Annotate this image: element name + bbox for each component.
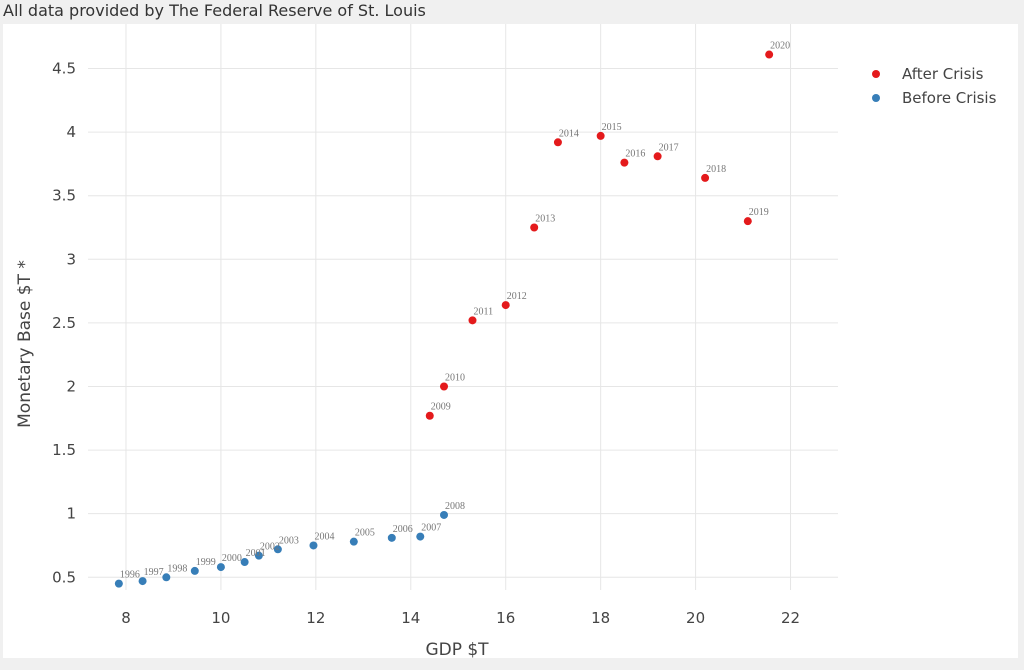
data-point xyxy=(620,158,629,167)
point-label: 2013 xyxy=(535,214,555,225)
y-tick-label: 1.5 xyxy=(52,441,76,459)
data-point xyxy=(309,541,318,550)
source-note: All data provided by The Federal Reserve… xyxy=(3,1,426,20)
point-label: 2006 xyxy=(393,524,413,535)
data-point xyxy=(273,545,282,554)
x-tick-label: 10 xyxy=(211,609,230,627)
x-tick-label: 8 xyxy=(121,609,131,627)
data-point xyxy=(216,563,225,572)
data-point xyxy=(440,382,449,391)
point-label: 2004 xyxy=(314,531,334,542)
x-tick-label: 16 xyxy=(496,609,515,627)
data-point xyxy=(114,579,123,588)
data-point xyxy=(440,510,449,519)
point-label: 2010 xyxy=(445,372,465,383)
data-point xyxy=(416,532,425,541)
x-axis-title: GDP $T xyxy=(425,640,489,658)
y-tick-label: 2 xyxy=(66,377,76,395)
point-labels: 2009 2010 2011 2012 2013 2014 2015 2016 2017 2018… xyxy=(120,41,790,581)
data-point xyxy=(190,566,199,575)
x-tick-label: 20 xyxy=(686,609,705,627)
data-point xyxy=(530,223,539,232)
point-label: 2015 xyxy=(602,122,622,133)
x-tick-label: 12 xyxy=(306,609,325,627)
point-label: 2005 xyxy=(355,528,375,539)
x-tick-labels: 8 10 12 14 16 18 20 22 xyxy=(121,609,800,627)
point-label: 2001 xyxy=(246,548,266,559)
data-point xyxy=(701,173,710,182)
legend-marker xyxy=(872,70,880,78)
y-tick-label: 3 xyxy=(66,250,76,268)
point-label: 2018 xyxy=(706,164,726,175)
grid-lines xyxy=(88,24,838,590)
chart-panel: 8 10 12 14 16 18 20 22 0.5 1 1.5 2 2.5 3 3.5 4 4.5 2009… xyxy=(3,24,1018,658)
data-point xyxy=(254,551,263,560)
legend-marker xyxy=(872,94,880,102)
point-label: 2016 xyxy=(625,149,645,160)
x-tick-label: 18 xyxy=(591,609,610,627)
y-tick-label: 2.5 xyxy=(52,314,76,332)
y-tick-label: 4 xyxy=(66,123,76,141)
point-label: 1997 xyxy=(144,567,164,578)
data-point xyxy=(501,301,510,310)
legend-label: Before Crisis xyxy=(902,89,997,107)
point-label: 2000 xyxy=(222,553,242,564)
y-tick-label: 0.5 xyxy=(52,568,76,586)
source-header: All data provided by The Federal Reserve… xyxy=(0,0,1024,24)
data-point xyxy=(425,411,434,420)
data-point xyxy=(743,217,752,226)
y-tick-label: 3.5 xyxy=(52,187,76,205)
point-label: 2014 xyxy=(559,128,579,139)
x-tick-label: 14 xyxy=(401,609,420,627)
x-tick-label: 22 xyxy=(781,609,800,627)
legend-label: After Crisis xyxy=(902,65,984,83)
point-label: 2017 xyxy=(659,142,679,153)
data-point xyxy=(162,573,171,582)
y-axis-title: Monetary Base $T * xyxy=(15,260,35,428)
point-label: 2007 xyxy=(421,523,441,534)
data-point xyxy=(553,138,562,147)
scatter-chart: 8 10 12 14 16 18 20 22 0.5 1 1.5 2 2.5 3 3.5 4 4.5 2009… xyxy=(15,24,997,658)
point-label: 1999 xyxy=(196,557,216,568)
point-label: 1998 xyxy=(167,563,187,574)
point-label: 2002 xyxy=(260,542,280,553)
data-point xyxy=(765,50,774,59)
point-label: 2012 xyxy=(507,291,527,302)
data-point xyxy=(387,533,396,542)
y-tick-label: 1 xyxy=(66,505,76,523)
data-point xyxy=(138,577,147,586)
data-points xyxy=(114,50,774,588)
y-tick-label: 4.5 xyxy=(52,60,76,78)
point-label: 2011 xyxy=(473,306,493,317)
point-label: 2008 xyxy=(445,501,465,512)
data-point xyxy=(596,131,605,140)
legend[interactable]: After Crisis Before Crisis xyxy=(872,65,997,107)
data-point xyxy=(468,316,477,325)
point-label: 2009 xyxy=(431,402,451,413)
point-label: 2003 xyxy=(279,535,299,546)
point-label: 2020 xyxy=(770,41,790,52)
point-label: 2019 xyxy=(749,207,769,218)
y-tick-labels: 0.5 1 1.5 2 2.5 3 3.5 4 4.5 xyxy=(52,60,76,587)
point-label: 1996 xyxy=(120,570,140,581)
data-point xyxy=(349,537,358,546)
data-point xyxy=(240,558,249,567)
data-point xyxy=(653,152,662,161)
